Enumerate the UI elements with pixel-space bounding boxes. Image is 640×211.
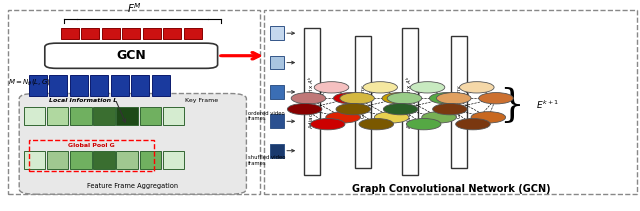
Circle shape xyxy=(410,82,445,93)
Circle shape xyxy=(336,103,371,115)
Circle shape xyxy=(436,93,471,104)
Bar xyxy=(116,151,138,169)
Bar xyxy=(264,10,637,194)
Circle shape xyxy=(429,93,464,104)
Bar xyxy=(184,28,202,39)
Bar xyxy=(131,75,149,96)
Bar xyxy=(93,107,115,125)
Bar xyxy=(304,28,320,175)
Bar xyxy=(29,140,154,171)
Circle shape xyxy=(314,82,349,93)
Bar xyxy=(81,28,99,39)
Bar xyxy=(140,107,161,125)
Text: Local Information L: Local Information L xyxy=(49,98,117,103)
Text: $F^M$: $F^M$ xyxy=(127,2,142,15)
Circle shape xyxy=(310,119,345,130)
Bar xyxy=(29,75,47,96)
Circle shape xyxy=(340,93,374,104)
Circle shape xyxy=(479,93,513,104)
Bar xyxy=(163,151,184,169)
Text: Feature Frame Aggregation: Feature Frame Aggregation xyxy=(87,183,179,189)
Bar xyxy=(270,56,284,69)
Bar xyxy=(122,28,140,39)
FancyBboxPatch shape xyxy=(19,93,246,194)
Text: Adjacent Matrix $A^k$: Adjacent Matrix $A^k$ xyxy=(404,75,415,129)
Bar xyxy=(90,75,108,96)
Circle shape xyxy=(374,112,409,123)
Bar xyxy=(270,115,284,128)
Bar xyxy=(24,107,45,125)
Bar xyxy=(111,75,129,96)
Circle shape xyxy=(287,103,322,115)
Circle shape xyxy=(326,112,360,123)
Bar xyxy=(270,144,284,157)
Text: ordered video
frames: ordered video frames xyxy=(248,111,285,122)
Text: Key Frame: Key Frame xyxy=(185,98,218,103)
Bar xyxy=(47,107,68,125)
Text: Global Pool G: Global Pool G xyxy=(68,143,115,149)
Circle shape xyxy=(333,93,368,104)
Circle shape xyxy=(291,93,326,104)
Text: shuffled video
frames: shuffled video frames xyxy=(248,155,285,165)
Bar xyxy=(61,28,79,39)
Text: $M = N_\theta(L,G)$: $M = N_\theta(L,G)$ xyxy=(8,77,51,87)
Bar xyxy=(47,151,68,169)
FancyBboxPatch shape xyxy=(45,43,218,68)
Bar xyxy=(270,26,284,40)
Bar xyxy=(93,151,115,169)
Bar xyxy=(152,75,170,96)
Bar xyxy=(163,28,181,39)
Text: }: } xyxy=(500,87,524,124)
Bar xyxy=(116,107,138,125)
Circle shape xyxy=(363,82,397,93)
Bar xyxy=(70,151,92,169)
Bar xyxy=(402,28,418,175)
Circle shape xyxy=(359,119,394,130)
Text: GCN: GCN xyxy=(116,49,146,62)
Bar xyxy=(270,85,284,99)
Bar xyxy=(24,151,45,169)
Bar xyxy=(451,36,467,168)
Text: $E^{k+1}$: $E^{k+1}$ xyxy=(536,99,559,111)
Text: Adjacent Matrix $A^k$: Adjacent Matrix $A^k$ xyxy=(307,75,317,129)
Circle shape xyxy=(387,93,422,104)
Bar xyxy=(143,28,161,39)
Circle shape xyxy=(406,119,441,130)
Circle shape xyxy=(382,93,417,104)
Circle shape xyxy=(456,119,490,130)
Bar xyxy=(70,75,88,96)
Bar xyxy=(49,75,67,96)
Bar xyxy=(140,151,161,169)
Circle shape xyxy=(383,103,418,115)
Circle shape xyxy=(460,82,494,93)
Text: Graph Conv: Graph Conv xyxy=(457,86,461,118)
Bar xyxy=(8,10,260,194)
Circle shape xyxy=(471,112,506,123)
Bar xyxy=(70,107,92,125)
Circle shape xyxy=(433,103,467,115)
Bar xyxy=(102,28,120,39)
Circle shape xyxy=(422,112,456,123)
Text: Graph Convolutional Network (GCN): Graph Convolutional Network (GCN) xyxy=(352,184,550,194)
Bar xyxy=(355,36,371,168)
Text: Graph Conv: Graph Conv xyxy=(361,86,365,118)
Bar xyxy=(163,107,184,125)
